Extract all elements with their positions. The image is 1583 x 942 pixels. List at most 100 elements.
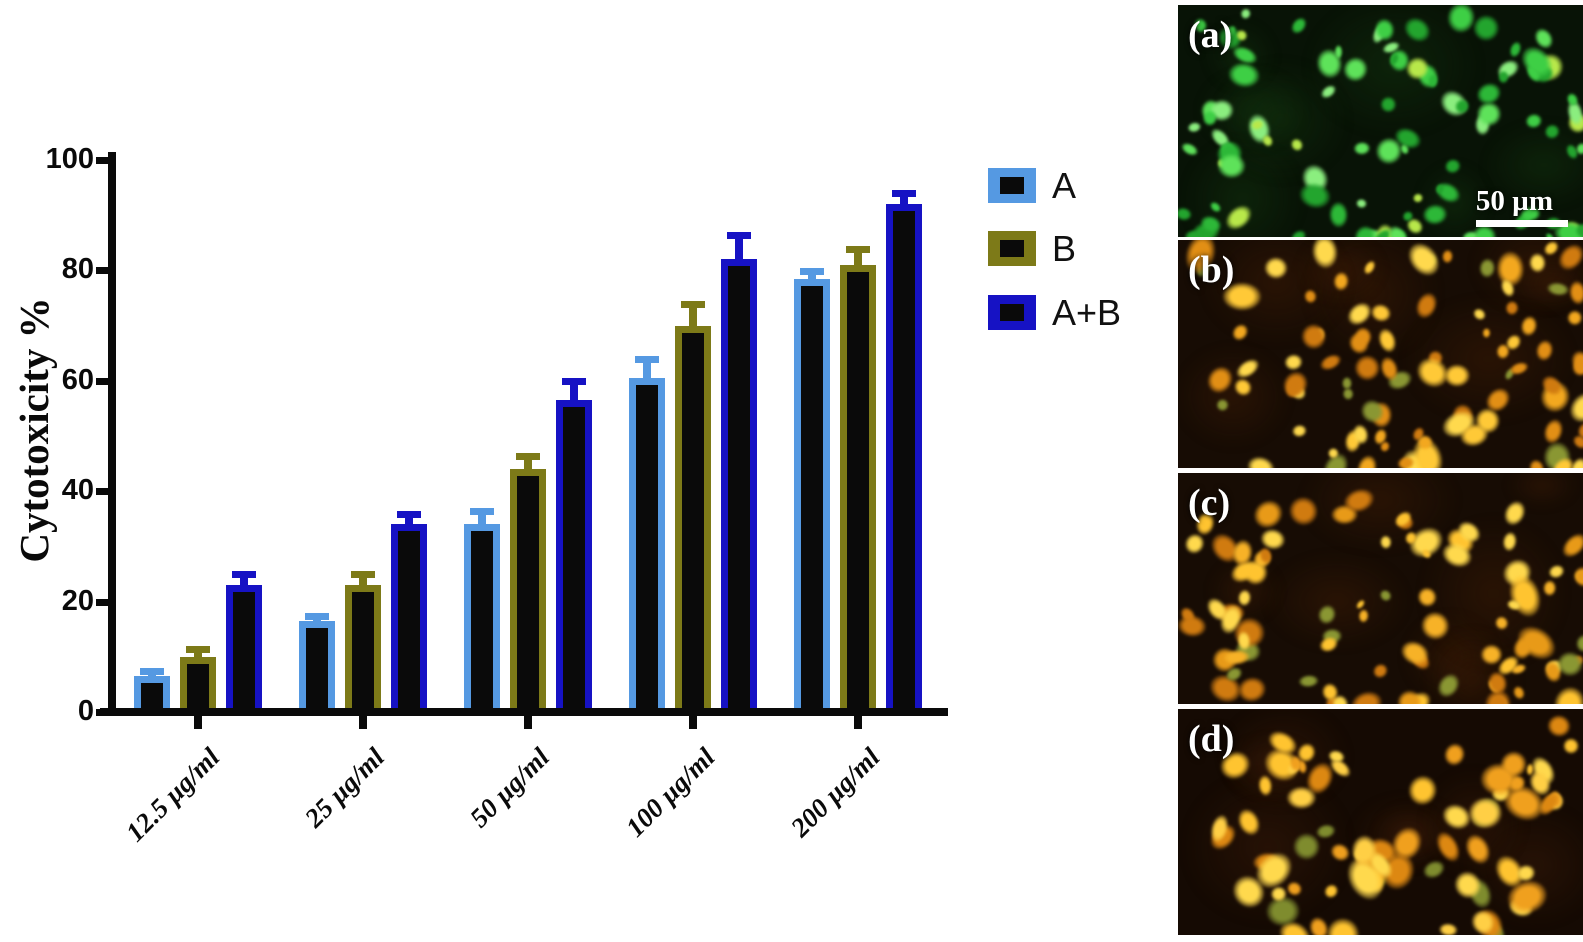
cell-blob [1564,274,1583,311]
cell-texture [1178,709,1583,935]
cell-blob [1257,130,1279,152]
cell-blob [1501,296,1523,320]
cell-blob [1431,532,1483,578]
cell-blob [1560,138,1583,165]
cell-blob [1196,662,1254,704]
cell-blob [1461,791,1510,835]
cell-blob [1526,58,1561,91]
cell-blob [1570,137,1583,160]
cell-blob [1394,680,1443,704]
cell-blob [1541,228,1558,237]
cell-blob [1415,199,1454,231]
cell-blob [1445,397,1479,433]
cell-blob [1349,138,1375,159]
bar-A [464,524,500,715]
cell-blob [1541,278,1575,301]
cell-blob [1495,560,1554,631]
cell-blob [1233,625,1255,656]
cell-blob [1503,356,1535,380]
cell-blob [1349,447,1385,468]
panel-label: (d) [1188,718,1235,760]
cell-blob [1540,576,1559,600]
cell-blob [1286,751,1307,776]
error-bar-cap [727,231,751,239]
cell-blob [1178,136,1205,162]
cell-blob [1308,40,1351,87]
cell-blob [1539,653,1570,682]
cell-blob [1378,813,1436,875]
cell-blob [1280,782,1322,813]
cell-blob [1538,435,1577,468]
cell-blob [1537,240,1566,263]
cell-blob [1487,738,1539,790]
cell-blob [1227,799,1270,846]
cell-blob [1417,543,1437,563]
cell-blob [1487,769,1560,837]
cell-blob [1568,564,1583,590]
cell-blob [1304,240,1345,277]
cell-blob [1494,491,1535,536]
cell-blob [1379,362,1422,399]
cell-blob [1400,424,1456,468]
cell-blob [1400,526,1421,549]
cell-blob [1211,394,1234,417]
cell-blob [1542,675,1583,704]
y-tick-label: 80 [61,253,94,286]
cell-blob [1227,632,1269,670]
cell-blob [1543,560,1570,585]
cell-blob [1212,153,1232,173]
cell-blob [1355,606,1372,627]
cell-blob [1280,875,1308,903]
cell-blob [1564,350,1583,384]
cell-blob [1312,324,1327,344]
cell-blob [1409,190,1426,207]
cell-blob [1409,579,1446,616]
cell-blob [1230,24,1253,47]
error-bar-stem [643,358,651,393]
cell-blob [1288,173,1340,218]
cell-blob [1429,398,1488,450]
cell-blob [1422,344,1450,372]
cell-blob [1310,819,1341,844]
cell-blob [1425,71,1441,92]
cell-blob [1560,104,1583,141]
cell-blob [1385,117,1432,158]
cell-blob [1377,532,1395,553]
bar-B [510,469,546,715]
cell-blob [1245,541,1280,577]
bar-A+B [226,585,262,715]
cell-blob [1289,735,1324,771]
cell-blob [1458,867,1502,919]
cell-blob [1494,272,1521,304]
cell-blob [1202,120,1239,157]
micrograph-panel-a: (a) 50 µm [1178,5,1583,237]
cell-blob [1371,320,1404,361]
cell-blob [1561,92,1583,133]
micrograph-panel-c: (c) [1178,473,1583,704]
cell-blob [1510,859,1542,888]
cell-blob [1434,515,1487,566]
cell-blob [1524,248,1550,278]
cell-blob [1346,417,1374,451]
cell-blob [1198,813,1248,862]
cell-blob [1349,859,1392,900]
cell-blob [1427,663,1470,704]
cell-blob [1468,93,1509,134]
cell-blob [1436,735,1473,775]
error-bar-cap [140,667,164,675]
error-bar-cap [305,612,329,620]
cell-blob [1423,249,1441,270]
error-bar-cap [892,190,916,198]
cell-blob [1377,36,1406,59]
cell-blob [1379,216,1417,237]
cell-blob [1505,628,1542,668]
bar-B [840,264,876,715]
cell-blob [1258,251,1294,284]
cell-blob [1550,645,1583,683]
cell-blob [1253,522,1293,557]
x-tick [524,716,532,729]
y-tick-label: 0 [77,695,94,727]
cell-blob [1236,5,1256,24]
cell-blob [1357,840,1404,890]
cell-blob [1520,744,1567,795]
